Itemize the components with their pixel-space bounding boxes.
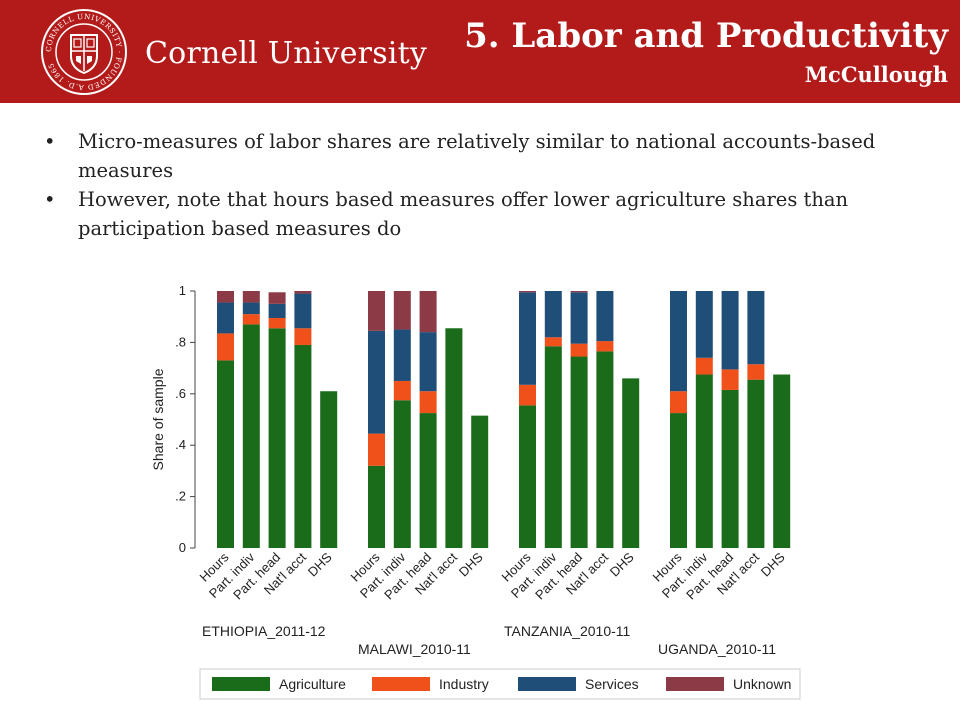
legend-swatch-unknown	[666, 677, 724, 691]
bullet-item: However, note that hours based measures …	[44, 185, 924, 243]
group-label: UGANDA_2010-11	[658, 641, 776, 657]
bar-segment-industry	[721, 369, 739, 390]
bar-segment-services	[570, 292, 588, 344]
group-label: MALAWI_2010-11	[358, 641, 471, 657]
bar-segment-services	[393, 329, 411, 381]
legend-label-unknown: Unknown	[733, 676, 791, 692]
bar-segment-services	[747, 291, 765, 365]
bar-segment-agriculture	[747, 379, 765, 548]
legend-swatch-industry	[372, 677, 430, 691]
bullet-list: Micro-measures of labor shares are relat…	[44, 127, 924, 243]
bar-segment-industry	[596, 341, 614, 352]
bar-segment-services	[368, 330, 385, 434]
y-axis-label: Share of sample	[150, 368, 166, 470]
bar-segment-industry	[670, 391, 687, 414]
bar-segment-industry	[544, 337, 562, 347]
bar-segment-agriculture	[217, 360, 234, 548]
bar-segment-agriculture	[670, 413, 687, 548]
bar-segment-industry	[519, 384, 536, 406]
bar-segment-services	[721, 291, 739, 370]
slide-title: 5. Labor and Productivity	[464, 16, 948, 56]
bar-segment-services	[519, 292, 536, 385]
bar-segment-agriculture	[596, 351, 614, 548]
x-tick-label: DHS	[607, 549, 637, 579]
bar-segment-unknown	[368, 291, 385, 331]
bar-segment-services	[695, 291, 713, 358]
bar-segment-agriculture	[721, 389, 739, 548]
group-label: ETHIOPIA_2011-12	[202, 623, 326, 639]
legend-label-agriculture: Agriculture	[279, 676, 346, 692]
bar-segment-services	[544, 291, 562, 338]
bar-segment-services	[670, 291, 687, 392]
bar-segment-agriculture	[242, 324, 260, 548]
y-tick-label: 0	[179, 540, 186, 555]
bar-segment-agriculture	[544, 346, 562, 548]
bar-segment-unknown	[570, 291, 588, 293]
bar-segment-agriculture	[445, 328, 463, 548]
slide-author: McCullough	[804, 62, 948, 87]
bar-segment-agriculture	[368, 465, 385, 548]
bar-segment-unknown	[419, 291, 437, 333]
bar-segment-agriculture	[320, 391, 338, 548]
bar-segment-industry	[217, 333, 234, 361]
slide-header: CORNELL UNIVERSITY · FOUNDED A.D. 1865 C…	[0, 0, 960, 103]
y-tick-label: .4	[175, 437, 186, 452]
bar-segment-services	[294, 293, 312, 329]
bar-segment-industry	[294, 328, 312, 345]
bar-segment-industry	[747, 364, 765, 380]
bar-segment-industry	[242, 314, 260, 325]
bar-segment-agriculture	[268, 328, 286, 548]
x-tick-label: DHS	[758, 549, 788, 579]
bullet-item: Micro-measures of labor shares are relat…	[44, 127, 924, 185]
y-tick-label: 1	[179, 283, 186, 298]
x-tick-label: DHS	[456, 549, 486, 579]
bar-segment-industry	[570, 343, 588, 357]
bar-segment-unknown	[519, 291, 536, 293]
bar-segment-services	[419, 332, 437, 392]
y-tick-label: .8	[175, 334, 186, 349]
bar-segment-agriculture	[393, 400, 411, 548]
bar-segment-unknown	[393, 291, 411, 330]
y-tick-label: .6	[175, 386, 186, 401]
x-tick-label: DHS	[305, 549, 335, 579]
bar-segment-unknown	[294, 291, 312, 294]
bar-segment-agriculture	[471, 415, 489, 548]
bar-segment-unknown	[268, 292, 286, 304]
bar-segment-agriculture	[570, 356, 588, 548]
legend-swatch-services	[518, 677, 576, 691]
legend-box	[199, 668, 801, 700]
legend-label-industry: Industry	[439, 676, 489, 692]
bar-segment-services	[596, 291, 614, 342]
bar-segment-agriculture	[773, 374, 791, 548]
bar-segment-unknown	[242, 291, 260, 303]
bar-segment-industry	[393, 380, 411, 401]
bar-segment-industry	[419, 391, 437, 414]
legend-label-services: Services	[585, 676, 639, 692]
bar-segment-agriculture	[419, 413, 437, 548]
y-tick-label: .2	[175, 489, 186, 504]
bar-segment-services	[217, 302, 234, 334]
bar-segment-industry	[268, 317, 286, 329]
bar-segment-services	[268, 303, 286, 318]
bar-segment-agriculture	[695, 374, 713, 548]
legend-swatch-agriculture	[212, 677, 270, 691]
bar-segment-agriculture	[519, 405, 536, 548]
university-name: Cornell University	[145, 36, 427, 71]
bar-segment-agriculture	[622, 378, 640, 548]
cornell-seal-logo: CORNELL UNIVERSITY · FOUNDED A.D. 1865	[41, 9, 127, 95]
group-label: TANZANIA_2010-11	[504, 623, 631, 639]
bar-segment-services	[242, 302, 260, 315]
bar-segment-unknown	[217, 291, 234, 303]
bar-segment-industry	[695, 357, 713, 375]
bar-segment-industry	[368, 433, 385, 466]
bar-segment-agriculture	[294, 344, 312, 548]
